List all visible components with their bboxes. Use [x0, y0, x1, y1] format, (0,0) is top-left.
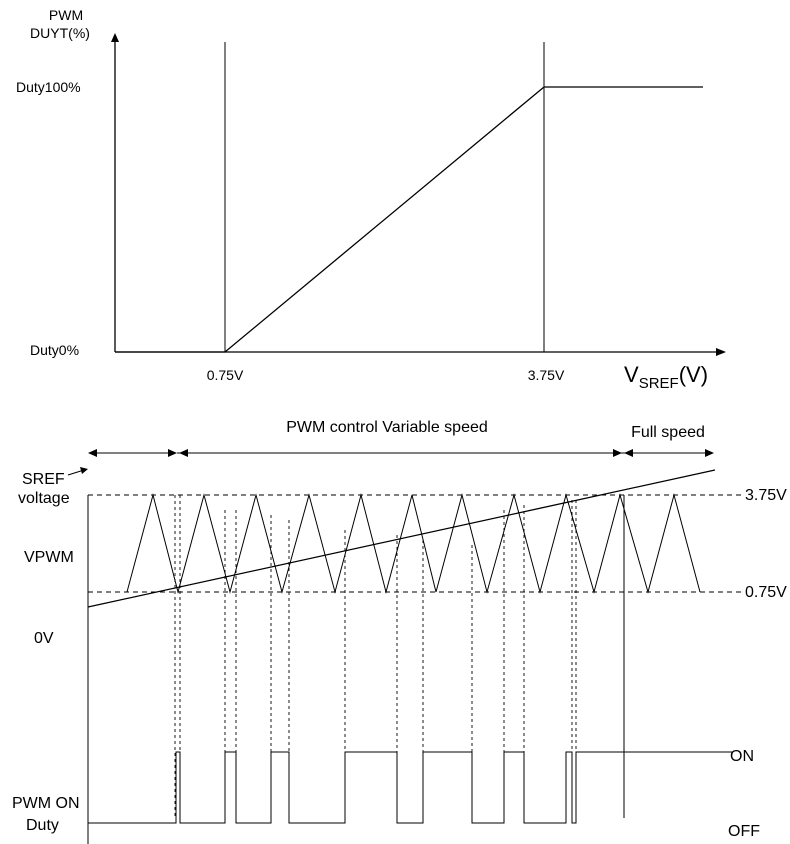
off-label: OFF: [728, 823, 760, 840]
sref-voltage-line: [87, 469, 716, 608]
arrow-left-icon: [179, 449, 188, 457]
duty-curve-line: [115, 86, 703, 353]
duty-vs-vsref-chart: PWM DUYT(%) Duty100% Duty0% 0.75V 3.75V …: [16, 7, 726, 392]
region-label-full: Full speed: [631, 424, 705, 441]
arrow-right-icon: [168, 449, 177, 457]
level-label-3-75v: 3.75V: [745, 487, 787, 504]
sref-label-line1: SREF: [22, 471, 65, 488]
zero-volt-label: 0V: [34, 630, 54, 647]
pwm-on-label-line2: Duty: [26, 817, 59, 834]
sref-label-line2: voltage: [18, 490, 70, 507]
y-axis-label-line1: PWM: [49, 7, 83, 23]
x-tick-0-75v: 0.75V: [207, 367, 244, 383]
arrow-left-icon: [88, 449, 97, 457]
x-tick-3-75v: 3.75V: [528, 367, 565, 383]
y-tick-duty0: Duty0%: [30, 342, 79, 358]
arrow-right-icon: [705, 449, 714, 457]
x-axis-label: VSREF(V): [624, 362, 708, 392]
arrow-left-icon: [624, 449, 633, 457]
x-axis-arrow-icon: [716, 348, 726, 356]
y-axis-arrow-icon: [111, 33, 119, 42]
y-axis-label-line2: DUYT(%): [30, 25, 90, 41]
pointer-arrow-icon: [80, 467, 88, 474]
vpwm-triangle-wave: [126, 493, 701, 594]
pwm-on-label-line1: PWM ON: [12, 795, 80, 812]
on-label: ON: [730, 748, 754, 765]
vpwm-label: VPWM: [24, 549, 74, 566]
pwm-on-duty-waveform: [88, 751, 732, 824]
pwm-timing-diagram: PWM control Variable speed Full speed 3.…: [12, 419, 787, 844]
arrow-right-icon: [613, 449, 622, 457]
intersection-guides: [174, 495, 577, 818]
level-label-0-75v: 0.75V: [745, 584, 787, 601]
region-label-variable: PWM control Variable speed: [286, 419, 488, 436]
y-tick-duty100: Duty100%: [16, 79, 81, 95]
